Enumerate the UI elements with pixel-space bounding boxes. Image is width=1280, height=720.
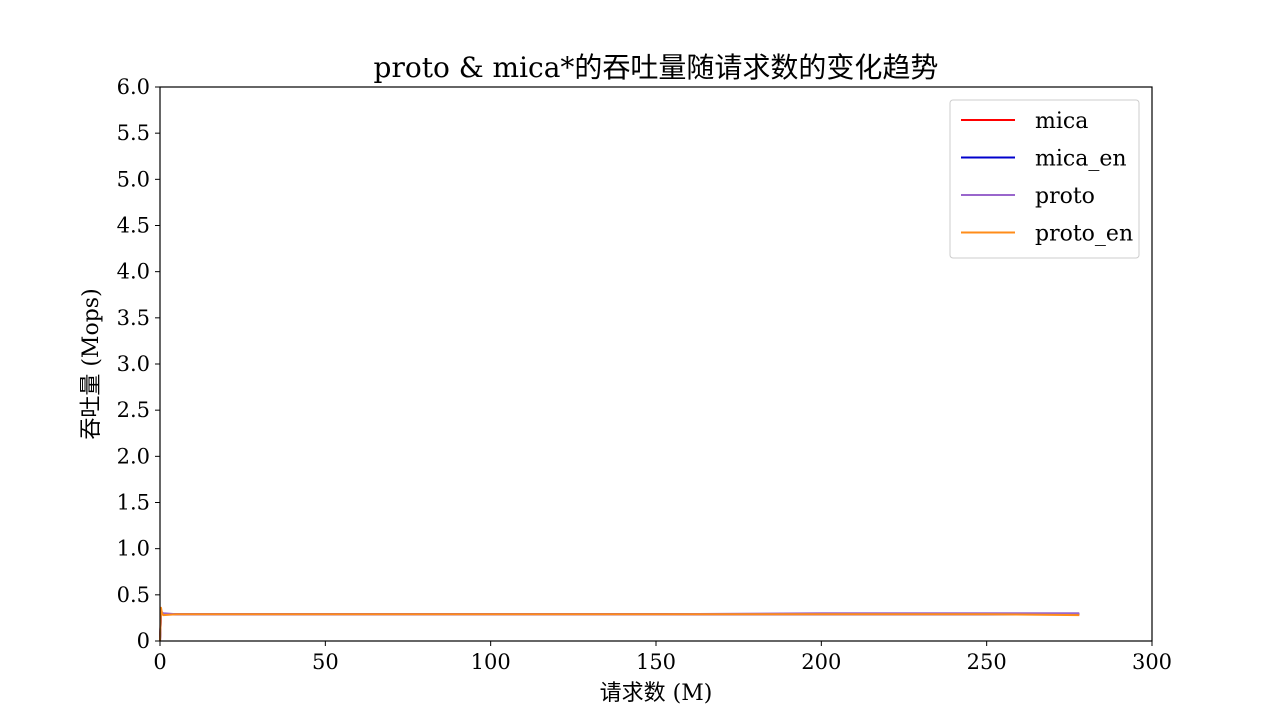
y-tick-label: 4.0 <box>117 260 150 284</box>
y-tick-label: 1.5 <box>117 491 150 515</box>
x-tick-label: 0 <box>153 650 166 674</box>
y-tick-label: 3.5 <box>117 306 150 330</box>
legend-label: mica_en <box>1035 147 1127 172</box>
legend-box <box>949 99 1140 259</box>
series-line-proto_en <box>159 606 1080 642</box>
x-tick-label: 100 <box>471 650 511 674</box>
x-tick-label: 200 <box>801 650 841 674</box>
x-tick-label: 250 <box>967 650 1007 674</box>
legend-label: proto_en <box>1035 222 1133 247</box>
y-tick-label: 3.0 <box>117 352 150 376</box>
x-tick-label: 50 <box>312 650 339 674</box>
y-tick-label: 4.5 <box>117 214 150 238</box>
series-line-mica <box>159 612 1080 642</box>
y-axis-label: 吞吐量 (Mops) <box>79 288 104 439</box>
y-axis: 0 0.5 1.0 1.5 2.0 2.5 3.0 3.5 4.0 4.5 5.0 5.5 6.0 <box>117 75 160 653</box>
x-tick-label: 300 <box>1132 650 1172 674</box>
x-tick-label: 150 <box>636 650 676 674</box>
y-tick-label: 2.0 <box>117 444 150 468</box>
series-line-proto <box>159 611 1080 642</box>
series-layer <box>159 606 1080 642</box>
y-tick-label: 5.0 <box>117 167 150 191</box>
y-tick-label: 2.5 <box>117 398 150 422</box>
x-axis: 0 50 100 150 200 250 300 <box>153 641 1172 674</box>
x-axis-label: 请求数 (M) <box>600 681 713 706</box>
y-tick-label: 1.0 <box>117 537 150 561</box>
legend-label: mica <box>1035 109 1088 134</box>
y-tick-label: 6.0 <box>117 75 150 99</box>
y-tick-label: 5.5 <box>117 121 150 145</box>
series-line-mica_en <box>159 612 1080 642</box>
legend-label: proto <box>1035 184 1095 209</box>
y-tick-label: 0 <box>137 629 150 653</box>
y-tick-label: 0.5 <box>117 583 150 607</box>
chart-title: proto & mica*的吞吐量随请求数的变化趋势 <box>374 51 939 84</box>
